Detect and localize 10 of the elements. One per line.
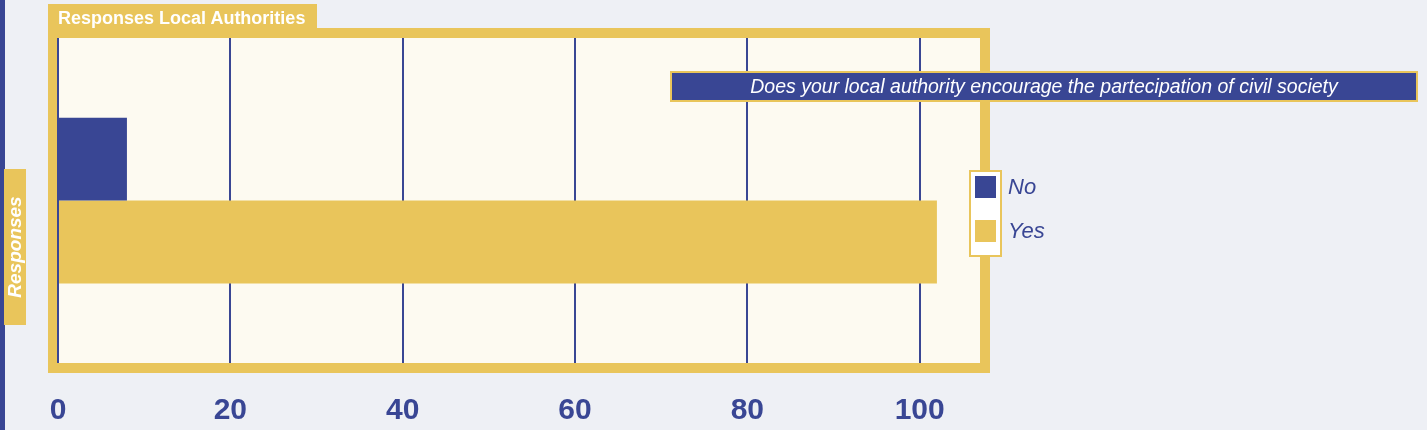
x-tick-label: 80: [730, 392, 765, 426]
x-tick-label: 0: [49, 392, 67, 426]
x-tick-label: 60: [558, 392, 592, 426]
x-tick-label: 100: [894, 392, 945, 426]
legend-label: Yes: [1008, 218, 1045, 243]
x-tick-label: 40: [385, 392, 420, 426]
x-tick-label: 20: [213, 392, 248, 426]
y-axis-title: Responses: [4, 169, 26, 325]
chart-title: Responses Local Authorities: [48, 4, 318, 32]
legend-label: No: [1008, 174, 1038, 199]
